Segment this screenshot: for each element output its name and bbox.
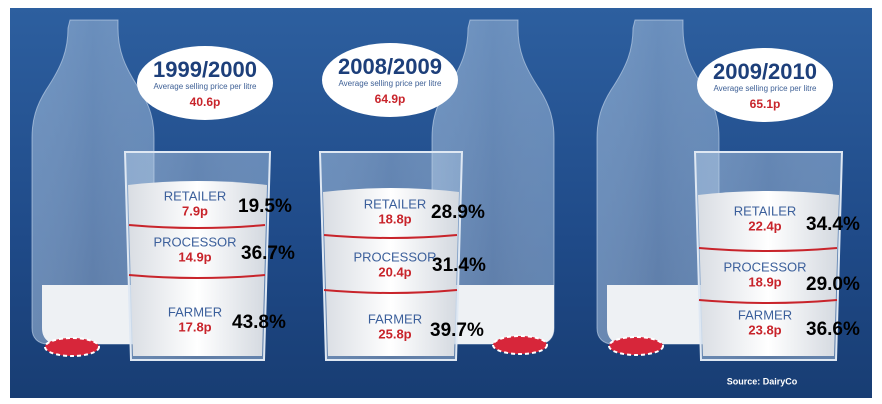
period: 1999/2000: [153, 57, 257, 82]
divider-line: [128, 274, 266, 279]
divider-line: [128, 224, 266, 229]
divider-line: [698, 247, 838, 252]
bottle-milk: [607, 285, 719, 344]
subtitle: Average selling price per litre: [153, 82, 257, 91]
segment-price: 20.4p: [378, 264, 411, 279]
price-oval: [697, 48, 833, 122]
divider-line: [323, 234, 458, 239]
segment-price: 18.9p: [748, 274, 781, 289]
segment-price: 17.8p: [178, 319, 211, 334]
price-oval: [137, 46, 273, 120]
segment-label: FARMER: [738, 307, 792, 322]
segment-share: 19.5%: [238, 196, 292, 217]
subtitle: Average selling price per litre: [338, 79, 442, 88]
subtitle: Average selling price per litre: [713, 84, 817, 93]
bottle-milk: [42, 285, 154, 344]
segment-price: 23.8p: [748, 322, 781, 337]
segment-share: 31.4%: [432, 255, 486, 276]
period: 2009/2010: [713, 59, 817, 84]
price-oval: [322, 43, 458, 117]
segment-label: RETAILER: [164, 188, 227, 203]
segment-share: 28.9%: [431, 202, 485, 223]
segment-label: FARMER: [368, 311, 422, 326]
source: Source: DairyCo: [727, 376, 798, 386]
bottle-cap: [44, 337, 100, 357]
segment-price: 18.8p: [378, 211, 411, 226]
glass-milk: [698, 191, 839, 356]
divider-line: [698, 299, 838, 304]
segment-price: 25.8p: [378, 326, 411, 341]
period: 2008/2009: [338, 54, 442, 79]
segment-price: 7.9p: [182, 203, 208, 218]
segment-label: PROCESSOR: [723, 259, 806, 274]
bottle-cap: [492, 335, 548, 355]
divider-line: [323, 289, 458, 294]
glass-milk: [128, 181, 267, 356]
glass-milk: [323, 188, 459, 356]
segment-price: 22.4p: [748, 218, 781, 233]
segment-label: RETAILER: [364, 196, 427, 211]
average-price: 65.1p: [750, 97, 781, 111]
segment-share: 34.4%: [806, 214, 860, 235]
segment-label: PROCESSOR: [153, 234, 236, 249]
segment-share: 43.8%: [232, 312, 286, 333]
segment-label: RETAILER: [734, 203, 797, 218]
average-price: 64.9p: [375, 92, 406, 106]
bottle-milk: [442, 285, 554, 344]
segment-label: FARMER: [168, 304, 222, 319]
segment-share: 39.7%: [430, 320, 484, 341]
segment-label: PROCESSOR: [353, 249, 436, 264]
segment-price: 14.9p: [178, 249, 211, 264]
segment-share: 36.6%: [806, 319, 860, 340]
segment-share: 36.7%: [241, 243, 295, 264]
segment-share: 29.0%: [806, 274, 860, 295]
average-price: 40.6p: [190, 95, 221, 109]
bottle-cap: [608, 336, 664, 356]
